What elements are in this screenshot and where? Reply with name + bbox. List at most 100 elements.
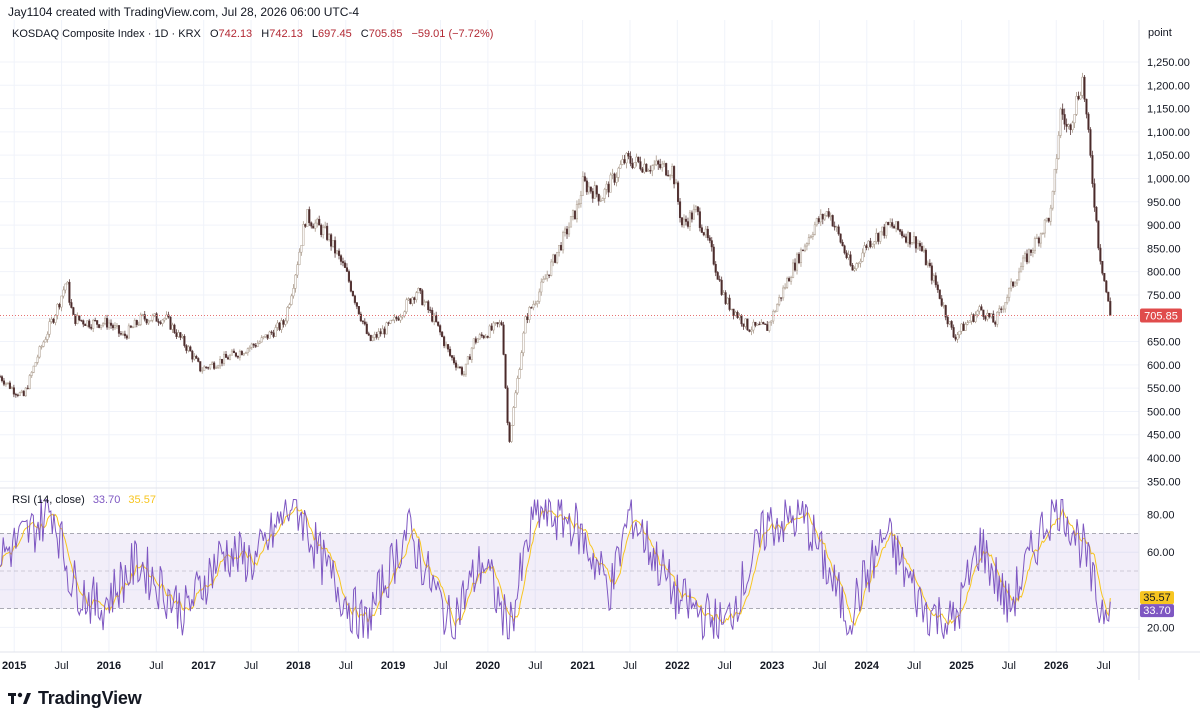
candle-body (807, 237, 810, 244)
candle-body (472, 338, 475, 349)
footer: TradingView (8, 686, 142, 710)
candle-body (68, 281, 71, 303)
candle-body (102, 323, 105, 326)
candle-body (58, 303, 61, 308)
candle-body (901, 231, 904, 237)
open-label: O (210, 28, 219, 40)
rsi-tick-label: 80.00 (1147, 510, 1175, 522)
candle-body (135, 320, 138, 325)
candle-body (934, 275, 937, 286)
candle-body (270, 331, 273, 334)
candle-body (736, 311, 739, 318)
candle-body (425, 301, 428, 303)
candle-body (607, 183, 610, 193)
candle-body (752, 321, 755, 331)
candle-body (920, 246, 923, 252)
candle-body (1037, 237, 1040, 244)
candle-body (435, 315, 438, 323)
candle-body (280, 320, 283, 330)
chart-canvas[interactable]: 350.00 400.00 450.00 500.00 550.00 600.00 650.… (0, 20, 1200, 680)
candle-body (1109, 300, 1112, 316)
candle-body (682, 218, 686, 226)
candle-body (80, 319, 83, 322)
candle-body (268, 331, 271, 339)
rsi-axis[interactable]: 20.00 60.00 80.00 (1147, 510, 1175, 635)
candle-body (950, 321, 953, 328)
candle-body (778, 297, 781, 305)
candle-body (793, 262, 797, 271)
low-label: L (312, 28, 318, 40)
candle-body (906, 232, 910, 243)
rsi-legend[interactable]: RSI (14, close) 33.70 35.57 (12, 494, 156, 506)
candle-body (351, 291, 354, 297)
candle-body (395, 316, 398, 319)
symbol-legend[interactable]: KOSDAQ Composite Index · 1D · KRX O742.1… (12, 28, 493, 40)
candle-body (573, 210, 577, 220)
candle-body (1067, 124, 1070, 127)
candle-body (256, 343, 259, 347)
candle-body (893, 226, 896, 229)
candle-body (861, 252, 864, 262)
candle-body (123, 333, 126, 337)
candle-body (359, 313, 362, 322)
candle-body (107, 322, 111, 328)
candle-body (96, 320, 99, 325)
candle-body (684, 218, 688, 222)
candle-body (569, 216, 573, 228)
candle-body (544, 278, 547, 280)
candle-body (199, 361, 202, 372)
price-tick-label: 800.00 (1147, 267, 1181, 279)
candle-body (60, 295, 63, 308)
candle-body (700, 227, 703, 233)
candle-body (855, 263, 858, 269)
candle-body (141, 314, 144, 316)
time-axis[interactable]: 2015 Jul 2016 Jul 2017 Jul 2018 Jul 2019 Jul 2020 J… (2, 660, 1111, 672)
candle-body (1085, 98, 1088, 115)
candle-body (341, 261, 345, 264)
candle-body (1014, 282, 1017, 287)
candle-body (897, 221, 900, 230)
price-axis[interactable]: 350.00 400.00 450.00 500.00 550.00 600.00 650.… (1147, 57, 1190, 488)
candle-body (1018, 271, 1021, 281)
candle-body (845, 252, 848, 258)
candle-body (863, 245, 866, 254)
candle-body (916, 243, 919, 249)
candle-body (349, 281, 352, 292)
candle-body (147, 320, 150, 324)
candle-body (639, 161, 642, 170)
candle-body (30, 372, 33, 376)
candle-body (312, 225, 315, 229)
candle-body (371, 337, 374, 341)
price-tick-label: 350.00 (1147, 476, 1181, 488)
candle-body (518, 369, 521, 379)
candle-body (1107, 291, 1110, 302)
candle-body (48, 321, 51, 335)
candle-body (70, 302, 73, 308)
candle-body (480, 334, 483, 337)
candle-body (998, 308, 1001, 313)
candle-body (339, 255, 343, 262)
candle-body (357, 306, 360, 315)
candle-body (530, 307, 533, 309)
candle-body (421, 290, 424, 306)
candle-body (106, 318, 109, 328)
candle-body (974, 314, 977, 322)
rsi-last-label: 33.70 (1143, 605, 1171, 617)
candle-body (512, 407, 515, 426)
candle-body (129, 325, 132, 328)
candle-body (20, 390, 23, 393)
candle-body (675, 182, 678, 185)
candle-body (714, 264, 717, 273)
candle-body (151, 315, 154, 321)
candle-body (988, 312, 991, 318)
candle-body (827, 211, 830, 217)
candle-body (403, 311, 406, 317)
candle-body (367, 333, 370, 336)
candle-body (567, 226, 571, 235)
candle-body (534, 303, 537, 305)
chart-frame[interactable]: 350.00 400.00 450.00 500.00 550.00 600.00 650.… (0, 20, 1200, 680)
price-tick-label: 600.00 (1147, 360, 1181, 372)
rsi-tick-label: 60.00 (1147, 547, 1175, 559)
candle-body (1016, 279, 1019, 284)
candle-body (1089, 129, 1092, 156)
